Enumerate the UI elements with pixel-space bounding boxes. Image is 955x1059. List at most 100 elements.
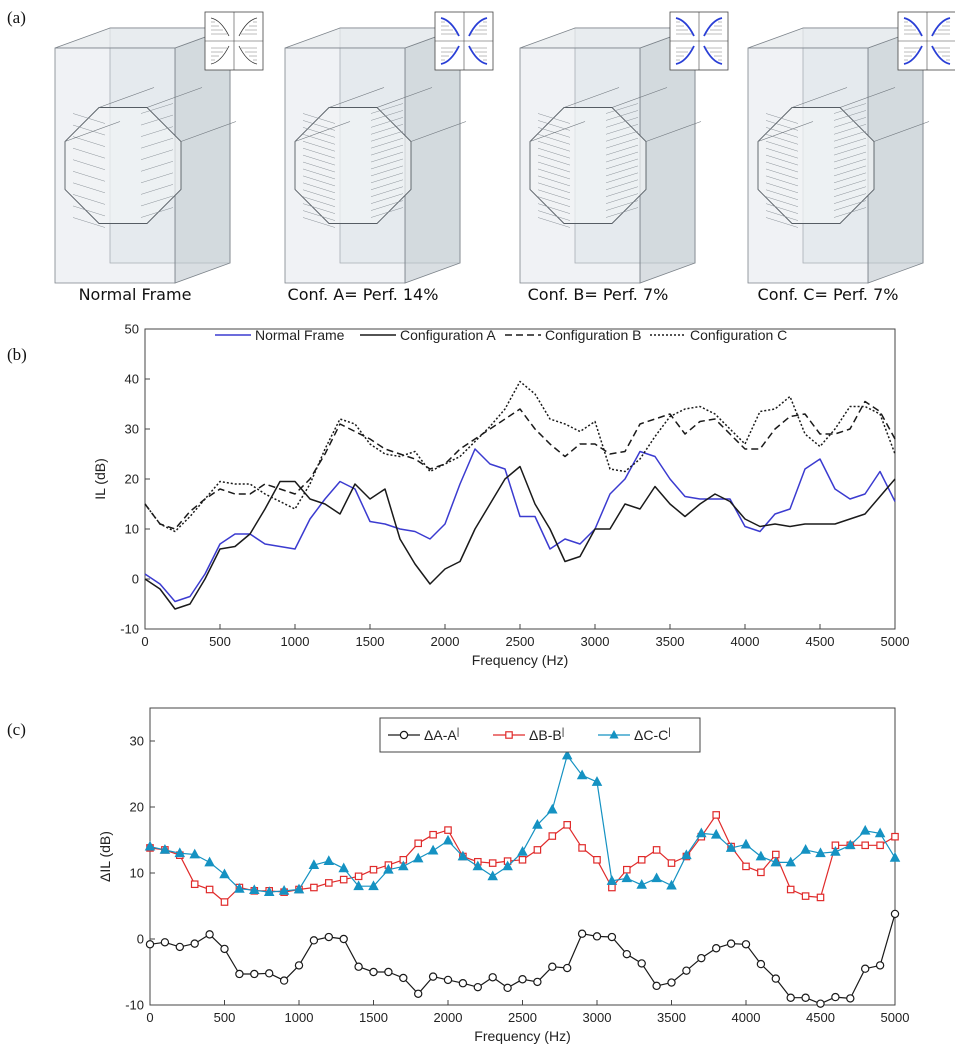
series-2-point — [174, 847, 186, 858]
panel-letter-a: (a) — [7, 8, 26, 27]
frame-partition — [537, 154, 571, 166]
series-0-point — [816, 999, 825, 1008]
series-1-point — [533, 846, 542, 854]
inset-curve — [210, 45, 230, 65]
series-2-point — [249, 884, 260, 895]
series-0-point — [563, 963, 572, 973]
series-2-point — [681, 849, 692, 860]
plot-frame — [144, 328, 896, 630]
frame-partition — [72, 171, 106, 182]
series-0-point — [667, 978, 676, 987]
frame-partition — [72, 205, 106, 217]
frame-partition — [140, 161, 174, 172]
series-0-point — [205, 930, 214, 939]
frame-partition — [72, 136, 106, 147]
series-1-point — [712, 811, 721, 819]
frame-depth-line — [64, 121, 121, 142]
series-1-point — [742, 862, 750, 871]
frame-depth-line — [410, 121, 467, 142]
y-axis-label: ΔIL (dB) — [97, 831, 113, 882]
frame-depth-line — [180, 121, 237, 142]
frame-partition — [605, 207, 639, 218]
series-1-point — [652, 846, 661, 854]
delta-il-chart-legend: ΔA-A| ΔB-B| ΔC-C| — [379, 717, 701, 753]
series-2-point — [502, 860, 513, 871]
series-0-point — [607, 932, 617, 942]
x-tick-label: 3500 — [657, 1010, 686, 1025]
series-2-point — [845, 839, 856, 850]
series-2-point — [889, 851, 901, 862]
series-0-point — [160, 938, 170, 947]
series-2-point — [740, 838, 752, 849]
series-0-point — [756, 959, 766, 969]
series-0-point — [384, 967, 393, 977]
series-0-point — [592, 932, 602, 941]
frame-partition — [302, 189, 336, 201]
frame-depth-line — [328, 87, 385, 108]
frame-partition — [765, 147, 799, 159]
frame-partition — [537, 196, 571, 207]
series-2-point — [755, 850, 767, 861]
series-0-point — [875, 961, 885, 970]
series-2-point — [412, 852, 424, 863]
frame-partition — [765, 189, 799, 201]
legend-label-suffix-1: | — [562, 727, 565, 738]
frame-depth-line — [563, 87, 620, 108]
y-tick-label: 30 — [130, 734, 144, 749]
il-chart: 0 500 1000 1500 2000 2500 3000 3500 4000 4500 5000… — [92, 322, 909, 669]
frame-partition — [302, 217, 336, 228]
series-2-line — [144, 400, 896, 530]
series-0-point — [190, 939, 199, 948]
frame-illustrations — [54, 11, 955, 284]
series-1-point — [429, 830, 437, 839]
series-0-point — [771, 974, 781, 983]
frame-partition — [833, 151, 867, 163]
frame-partition — [537, 147, 571, 159]
frame-depth-line — [645, 121, 702, 142]
series-2-point — [189, 848, 200, 859]
frame-label-conf-c: Conf. C= Perf. 7% — [757, 285, 899, 304]
frame-partition — [370, 117, 404, 128]
series-1-point — [354, 872, 363, 881]
frame-inset-normal — [204, 11, 264, 71]
series-1-point — [518, 856, 527, 864]
frame-cavity — [294, 107, 412, 224]
series-1-point — [637, 856, 646, 864]
series-1-point — [414, 839, 423, 848]
legend-label-suffix-0: | — [457, 727, 460, 738]
frame-partition — [302, 147, 336, 159]
series-0-point — [533, 977, 542, 987]
series-2-point — [725, 842, 737, 852]
frame-cavity — [529, 107, 647, 224]
frame-partition — [302, 210, 336, 221]
series-0-point — [279, 976, 289, 985]
series-0-point — [369, 967, 378, 977]
frame-partition — [765, 140, 799, 152]
inset-curve — [903, 45, 923, 65]
frame-partition — [537, 134, 571, 145]
frame-partition — [370, 193, 404, 204]
frame-partition — [833, 137, 867, 149]
series-0-point — [354, 962, 363, 971]
series-0-point — [831, 992, 840, 1002]
x-tick-label: 0 — [141, 634, 148, 649]
frame-partition — [302, 113, 336, 124]
inset-curve — [238, 17, 258, 37]
series-0-point — [414, 989, 423, 998]
series-0-point — [548, 962, 557, 971]
frame-3d-A — [284, 11, 494, 284]
frame-partition — [537, 140, 571, 152]
frame-partition — [605, 165, 639, 177]
series-0-point — [324, 932, 333, 942]
frame-partition — [605, 158, 639, 170]
series-0-point — [712, 944, 721, 953]
frame-partition — [302, 154, 336, 166]
series-1-point — [622, 865, 631, 874]
series-1-point — [325, 879, 333, 887]
panel-letter-c: (c) — [7, 720, 26, 739]
inset-curve — [440, 45, 460, 65]
panel-letter-b: (b) — [7, 345, 27, 364]
series-0-point — [861, 964, 870, 973]
frame-label-conf-b: Conf. B= Perf. 7% — [527, 285, 669, 304]
series-2-point — [472, 860, 484, 871]
